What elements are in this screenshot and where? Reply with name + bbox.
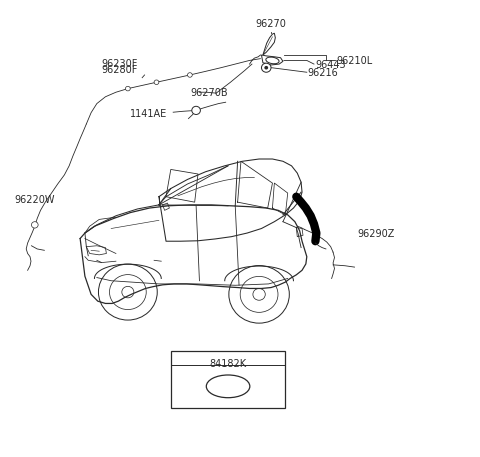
- Polygon shape: [262, 55, 283, 65]
- Text: 96270: 96270: [255, 19, 287, 29]
- Text: 1141AE: 1141AE: [130, 109, 168, 119]
- Bar: [171, 351, 285, 408]
- Text: 96210L: 96210L: [336, 56, 372, 66]
- Ellipse shape: [206, 375, 250, 398]
- Text: 84182K: 84182K: [209, 359, 247, 369]
- Text: 96280F: 96280F: [102, 65, 138, 75]
- Text: 96290Z: 96290Z: [357, 229, 394, 239]
- Polygon shape: [263, 33, 276, 55]
- Text: 96443: 96443: [315, 60, 346, 70]
- Text: 96216: 96216: [308, 68, 338, 78]
- Text: 96230F: 96230F: [102, 58, 138, 69]
- Circle shape: [188, 73, 192, 77]
- Text: 96270B: 96270B: [190, 88, 228, 98]
- Ellipse shape: [266, 57, 279, 64]
- Circle shape: [192, 106, 200, 115]
- Circle shape: [154, 80, 159, 85]
- Text: 96220W: 96220W: [15, 195, 55, 205]
- Circle shape: [262, 63, 271, 72]
- Circle shape: [264, 66, 268, 69]
- Circle shape: [32, 222, 38, 228]
- Circle shape: [125, 86, 130, 91]
